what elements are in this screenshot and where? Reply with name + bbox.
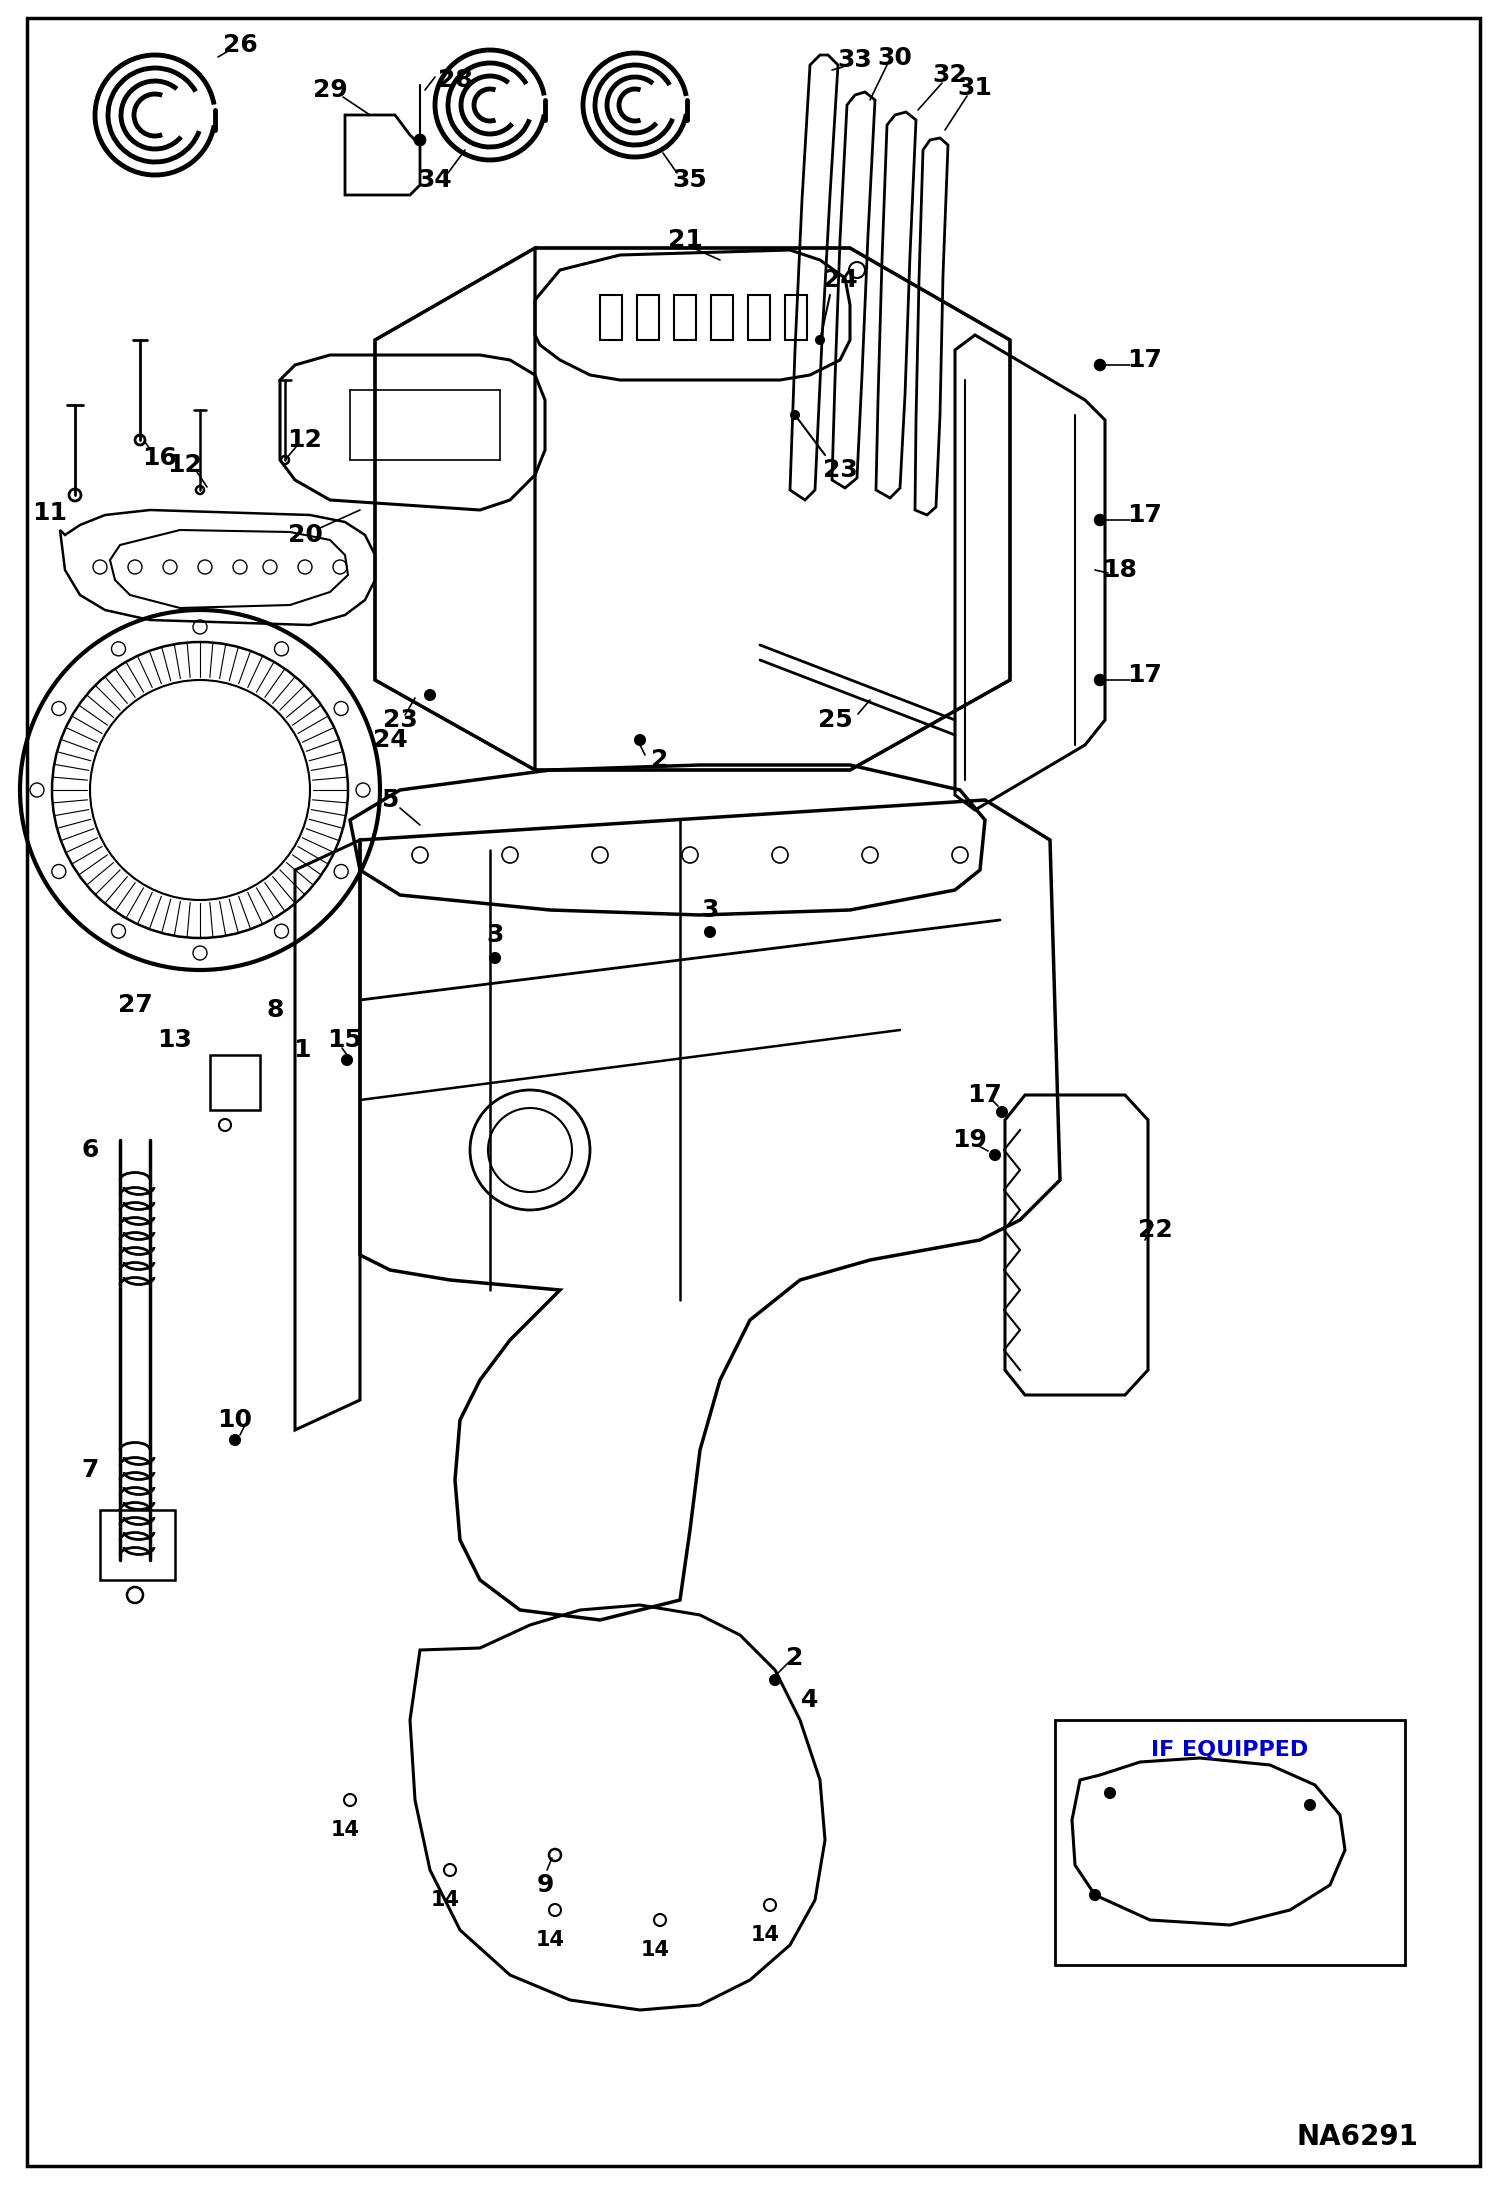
Text: 26: 26	[223, 33, 258, 57]
Circle shape	[1305, 1800, 1315, 1809]
Circle shape	[342, 1055, 352, 1066]
Text: IF EQUIPPED: IF EQUIPPED	[1152, 1739, 1309, 1761]
Circle shape	[635, 735, 646, 746]
Text: 1: 1	[294, 1037, 310, 1061]
Text: 22: 22	[1137, 1217, 1173, 1241]
Text: 29: 29	[313, 79, 348, 103]
Text: 13: 13	[157, 1029, 192, 1053]
Circle shape	[1095, 675, 1106, 684]
Text: 24: 24	[822, 268, 857, 292]
Text: 6: 6	[81, 1138, 99, 1162]
Circle shape	[1095, 515, 1106, 524]
Text: 3: 3	[701, 897, 719, 921]
Text: 14: 14	[750, 1925, 779, 1945]
Text: 17: 17	[1128, 502, 1162, 526]
Text: 10: 10	[217, 1408, 253, 1432]
Text: 12: 12	[288, 428, 322, 452]
Text: 9: 9	[536, 1873, 554, 1897]
Text: 27: 27	[118, 993, 153, 1018]
Text: 24: 24	[373, 728, 407, 752]
Text: 11: 11	[33, 500, 67, 524]
Text: 28: 28	[437, 68, 472, 92]
Text: 14: 14	[430, 1890, 460, 1910]
Text: 30: 30	[878, 46, 912, 70]
Circle shape	[231, 1434, 240, 1445]
Text: 5: 5	[382, 787, 398, 811]
Circle shape	[998, 1107, 1007, 1116]
Circle shape	[490, 954, 500, 963]
Text: 17: 17	[968, 1083, 1002, 1107]
Text: 19: 19	[953, 1127, 987, 1151]
Text: 8: 8	[267, 998, 283, 1022]
Text: 18: 18	[1103, 557, 1137, 581]
Circle shape	[415, 136, 425, 145]
Text: 32: 32	[933, 64, 968, 88]
Text: 14: 14	[535, 1930, 565, 1950]
Text: 23: 23	[382, 708, 418, 732]
Circle shape	[1091, 1890, 1100, 1899]
Text: 21: 21	[668, 228, 703, 252]
Text: 15: 15	[328, 1029, 363, 1053]
Text: 16: 16	[142, 445, 177, 469]
Text: NA6291: NA6291	[1296, 2123, 1419, 2151]
Text: 17: 17	[1128, 349, 1162, 373]
Text: 31: 31	[957, 77, 993, 101]
Circle shape	[791, 410, 798, 419]
Bar	[1055, 1719, 1405, 1965]
Text: 4: 4	[801, 1689, 819, 1713]
Circle shape	[706, 928, 715, 936]
Text: 14: 14	[641, 1941, 670, 1961]
Text: 7: 7	[81, 1458, 99, 1482]
Text: 17: 17	[1128, 662, 1162, 686]
Circle shape	[816, 336, 824, 344]
Text: 12: 12	[168, 454, 202, 478]
Text: 25: 25	[818, 708, 852, 732]
Text: 23: 23	[822, 458, 857, 482]
Text: 3: 3	[487, 923, 503, 947]
Circle shape	[770, 1675, 780, 1684]
Text: 2: 2	[652, 748, 668, 772]
Circle shape	[425, 691, 434, 700]
Text: 20: 20	[288, 522, 322, 546]
Text: 2: 2	[786, 1647, 804, 1671]
Circle shape	[1106, 1787, 1115, 1798]
Circle shape	[990, 1149, 1001, 1160]
Circle shape	[1095, 360, 1106, 371]
Text: 14: 14	[331, 1820, 360, 1840]
Text: 33: 33	[837, 48, 872, 72]
Text: 34: 34	[418, 169, 452, 193]
Text: 35: 35	[673, 169, 707, 193]
